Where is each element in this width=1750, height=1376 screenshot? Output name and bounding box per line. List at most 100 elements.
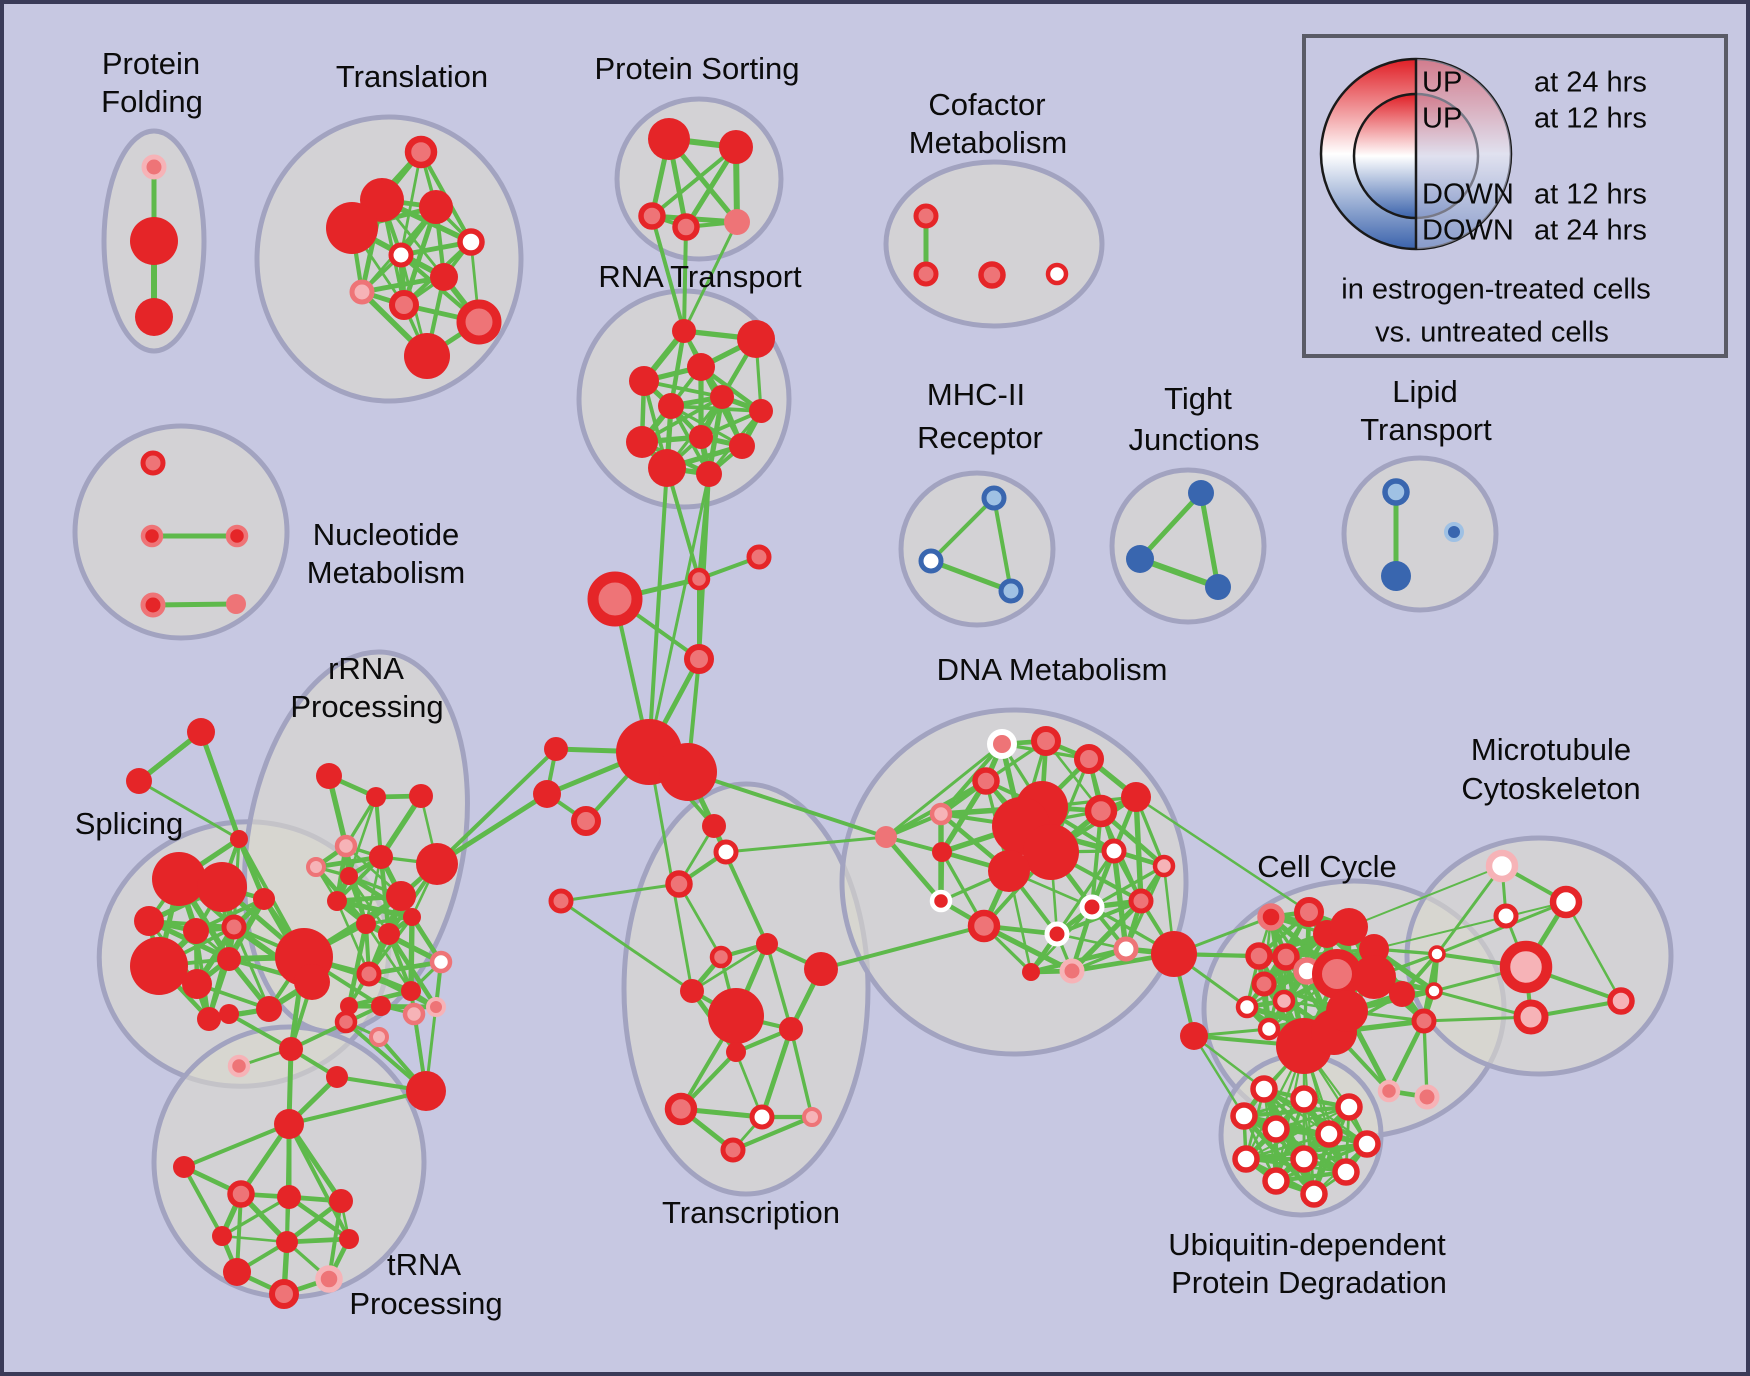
node-rr9 bbox=[386, 881, 416, 911]
node-ub9 bbox=[1290, 1145, 1318, 1173]
node-cc9 bbox=[1312, 949, 1362, 999]
network-edge bbox=[1422, 1015, 1533, 1023]
node-nm4 bbox=[140, 592, 166, 618]
network-edge bbox=[665, 466, 701, 581]
network-edge bbox=[364, 922, 413, 993]
network-edge bbox=[1134, 795, 1311, 914]
node-s1 bbox=[187, 718, 215, 746]
node-tn9 bbox=[276, 1231, 298, 1253]
cluster-label-cofactor-metabolism: Cofactor bbox=[928, 87, 1045, 122]
network-edge bbox=[647, 750, 694, 993]
node-mh1 bbox=[981, 485, 1007, 511]
node-mc6 bbox=[1607, 987, 1635, 1015]
node-r1 bbox=[672, 319, 696, 343]
node-h2 bbox=[659, 743, 717, 801]
node-t11 bbox=[404, 333, 450, 379]
cluster-label-lipid-transport: Transport bbox=[1360, 412, 1492, 447]
node-cf2 bbox=[913, 261, 939, 287]
node-s2 bbox=[126, 768, 152, 794]
network-edge bbox=[706, 394, 725, 477]
node-rr12 bbox=[378, 923, 400, 945]
node-cc11 bbox=[1251, 971, 1277, 997]
network-edge bbox=[650, 145, 738, 218]
node-rr7 bbox=[340, 867, 358, 885]
node-rr11 bbox=[356, 914, 376, 934]
network-edge bbox=[1192, 1034, 1266, 1091]
node-tn2 bbox=[277, 1185, 301, 1209]
cluster-label-protein-folding: Folding bbox=[101, 84, 203, 119]
node-rr10 bbox=[327, 891, 347, 911]
node-b8 bbox=[326, 1066, 348, 1088]
cluster-label-mhc-ii-receptor: Receptor bbox=[917, 420, 1043, 455]
node-cc13 bbox=[1235, 995, 1259, 1019]
node-tx3 bbox=[665, 870, 693, 898]
node-r9 bbox=[689, 425, 713, 449]
node-tx13 bbox=[749, 1104, 775, 1130]
network-edge bbox=[650, 214, 686, 333]
network-edge bbox=[724, 835, 888, 854]
network-edge bbox=[819, 924, 986, 971]
network-edge bbox=[759, 1026, 794, 1120]
node-rr18 bbox=[426, 997, 446, 1017]
node-dn18 bbox=[1152, 854, 1176, 878]
network-edge bbox=[434, 791, 550, 867]
node-dn19 bbox=[1128, 888, 1154, 914]
node-tn5 bbox=[223, 1258, 251, 1286]
cluster-label-dna-metabolism: DNA Metabolism bbox=[937, 652, 1168, 687]
node-dn21 bbox=[1022, 963, 1040, 981]
network-edge bbox=[1198, 490, 1221, 590]
node-ub7 bbox=[1353, 1130, 1381, 1158]
node-rr5 bbox=[306, 857, 326, 877]
network-edge bbox=[378, 793, 424, 860]
node-ps2 bbox=[719, 130, 753, 164]
cluster-label-splicing: Splicing bbox=[75, 806, 184, 841]
node-r7 bbox=[749, 399, 773, 423]
node-ps4 bbox=[672, 213, 700, 241]
network-edge bbox=[346, 921, 369, 1009]
network-edge bbox=[1090, 864, 1166, 909]
network-edge bbox=[677, 882, 723, 959]
node-rr8 bbox=[416, 843, 458, 885]
cluster-label-trna-processing: tRNA bbox=[387, 1247, 461, 1282]
node-rr4 bbox=[334, 834, 358, 858]
network-edge bbox=[559, 899, 694, 993]
node-c1 bbox=[746, 544, 772, 570]
node-pf1 bbox=[141, 154, 167, 180]
network-edge bbox=[408, 914, 415, 994]
node-ub4 bbox=[1230, 1102, 1258, 1130]
node-c3 bbox=[587, 571, 643, 627]
network-edge bbox=[335, 899, 371, 976]
node-tj1 bbox=[1188, 480, 1214, 506]
node-ub10 bbox=[1332, 1158, 1360, 1186]
cluster-label-nucleotide-metabolism: Metabolism bbox=[307, 555, 466, 590]
node-L2 bbox=[533, 780, 561, 808]
network-edge bbox=[1111, 848, 1129, 952]
node-ps1 bbox=[648, 118, 690, 160]
node-s5 bbox=[197, 862, 247, 912]
node-cc6 bbox=[1245, 942, 1273, 970]
node-dn11 bbox=[988, 850, 1030, 892]
legend-row-time: at 24 hrs bbox=[1534, 215, 1647, 247]
node-dn1 bbox=[987, 729, 1017, 759]
node-cf1 bbox=[913, 203, 939, 229]
node-ub3 bbox=[1335, 1093, 1363, 1121]
node-s10 bbox=[130, 937, 188, 995]
node-mh2 bbox=[918, 548, 944, 574]
network-edge bbox=[1055, 849, 1116, 936]
node-dn12 bbox=[932, 842, 952, 862]
node-c2 bbox=[687, 567, 711, 591]
cluster-label-translation: Translation bbox=[336, 59, 488, 94]
node-tx14 bbox=[802, 1107, 822, 1127]
node-ub2 bbox=[1290, 1085, 1318, 1113]
node-dn20 bbox=[1113, 936, 1139, 962]
node-g2 bbox=[294, 964, 330, 1000]
node-rr16 bbox=[401, 981, 421, 1001]
node-cc14 bbox=[1257, 1017, 1281, 1041]
cluster-label-ubiquitin: Ubiquitin-dependent bbox=[1168, 1227, 1446, 1262]
node-ub8 bbox=[1232, 1145, 1260, 1173]
network-edge bbox=[1386, 1018, 1427, 1094]
network-edge bbox=[1422, 1019, 1429, 1099]
node-ub5 bbox=[1262, 1115, 1290, 1143]
network-edge bbox=[287, 1122, 351, 1241]
